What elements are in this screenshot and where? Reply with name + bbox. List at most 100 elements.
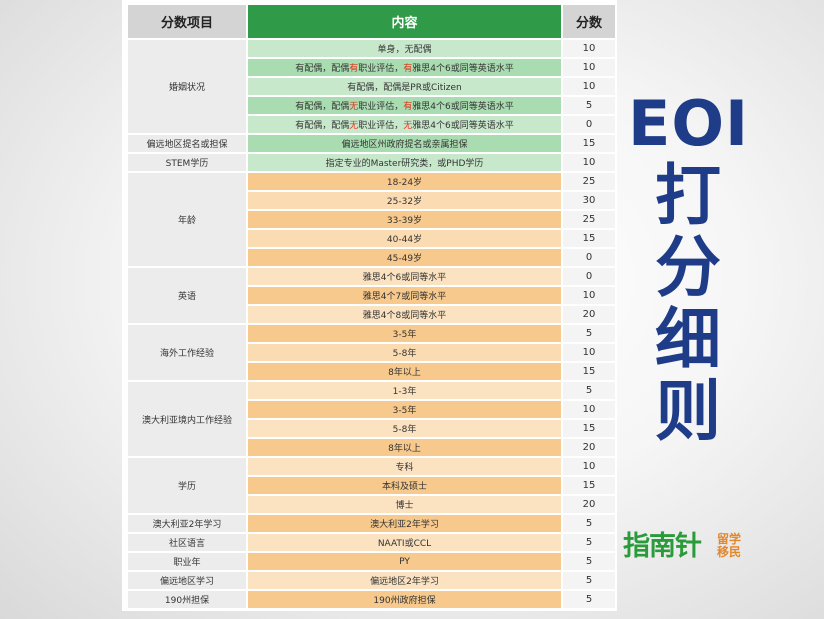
score-cell: 10 xyxy=(563,40,615,57)
content-cell: 有配偶，配偶是PR或Citizen xyxy=(248,78,561,95)
content-text: 33-39岁 xyxy=(386,216,423,226)
content-cell: 澳大利亚2年学习 xyxy=(248,515,561,532)
category-cell: 澳大利亚2年学习 xyxy=(128,515,246,532)
content-text: 有配偶，配偶 xyxy=(295,121,350,131)
table-row: 8年以上 15 xyxy=(128,363,615,380)
content-text: 专科 xyxy=(395,463,414,473)
content-cell: 雅思4个6或同等水平 xyxy=(248,268,561,285)
content-cell: 雅思4个8或同等水平 xyxy=(248,306,561,323)
content-text: 本科及硕士 xyxy=(381,482,427,492)
table-row: 职业年 PY 5 xyxy=(128,553,615,570)
table-row: 海外工作经验 3-5年 5 xyxy=(128,325,615,380)
table-row: 有配偶，配偶是PR或Citizen 10 xyxy=(128,78,615,95)
header-score: 分数 xyxy=(563,5,615,38)
score-cell: 0 xyxy=(563,249,615,266)
content-text: 有配偶，配偶 xyxy=(295,64,350,74)
highlight-text: 无 xyxy=(403,121,413,131)
table-row: 偏远地区学习 偏远地区2年学习 5 xyxy=(128,572,615,589)
content-cell: 单身，无配偶 xyxy=(248,40,561,57)
content-cell: 40-44岁 xyxy=(248,230,561,247)
table-row: 40-44岁 15 xyxy=(128,230,615,247)
table-row: 25-32岁 30 xyxy=(128,192,615,209)
content-text: 偏远地区2年学习 xyxy=(370,577,439,587)
score-cell: 30 xyxy=(563,192,615,209)
table-row: 雅思4个7或同等水平 10 xyxy=(128,287,615,304)
table-row: 本科及硕士 15 xyxy=(128,477,615,494)
content-text: PY xyxy=(399,556,410,567)
table-row: 5-8年 10 xyxy=(128,344,615,361)
content-text: NAATI或CCL xyxy=(377,539,432,549)
content-text: 职业评估， xyxy=(358,102,404,112)
content-text: 雅思4个8或同等水平 xyxy=(362,311,447,321)
score-cell: 10 xyxy=(563,59,615,76)
category-cell: 澳大利亚境内工作经验 xyxy=(128,382,246,456)
score-cell: 10 xyxy=(563,458,615,475)
table-row: 3-5年 10 xyxy=(128,401,615,418)
category-cell: 190州担保 xyxy=(128,591,246,608)
score-cell: 15 xyxy=(563,363,615,380)
content-text: 职业评估， xyxy=(358,64,404,74)
table-row: 45-49岁 0 xyxy=(128,249,615,266)
content-cell: 雅思4个7或同等水平 xyxy=(248,287,561,304)
score-cell: 5 xyxy=(563,572,615,589)
table-row: 澳大利亚2年学习 澳大利亚2年学习 5 xyxy=(128,515,615,532)
score-cell: 0 xyxy=(563,268,615,285)
table-row: 澳大利亚境内工作经验 1-3年 5 xyxy=(128,382,615,456)
score-cell: 15 xyxy=(563,230,615,247)
logo-main-text: 指南针 xyxy=(623,531,702,562)
score-cell: 10 xyxy=(563,401,615,418)
score-cell: 5 xyxy=(563,97,615,114)
table-header-row: 分数项目 内容 分数 xyxy=(128,5,615,38)
content-cell: 33-39岁 xyxy=(248,211,561,228)
slide-title: EOI 打 分 细 则 xyxy=(628,88,748,448)
score-cell: 5 xyxy=(563,325,615,342)
score-cell: 15 xyxy=(563,420,615,437)
content-cell: 8年以上 xyxy=(248,363,561,380)
title-char: 则 xyxy=(655,373,721,450)
content-text: 8年以上 xyxy=(388,444,421,454)
content-text: 雅思4个6或同等水平 xyxy=(362,273,447,283)
logo-side-text: 留学 移民 xyxy=(717,533,747,559)
table-row: 33-39岁 25 xyxy=(128,211,615,228)
content-cell: 8年以上 xyxy=(248,439,561,456)
content-cell: 18-24岁 xyxy=(248,173,561,190)
table-row: 学历 专科 10 xyxy=(128,458,615,513)
content-cell: 5-8年 xyxy=(248,344,561,361)
category-cell: 社区语言 xyxy=(128,534,246,551)
category-cell: 年龄 xyxy=(128,173,246,266)
highlight-text: 无 xyxy=(349,102,359,112)
content-cell: 偏远地区2年学习 xyxy=(248,572,561,589)
table-row: 5-8年 15 xyxy=(128,420,615,437)
table-row: 社区语言 NAATI或CCL 5 xyxy=(128,534,615,551)
table-row: 有配偶，配偶有职业评估，有雅思4个6或同等英语水平 10 xyxy=(128,59,615,76)
content-text: 雅思4个6或同等英语水平 xyxy=(412,102,514,112)
title-char: 分 xyxy=(655,229,721,306)
table-row: 有配偶，配偶无职业评估，有雅思4个6或同等英语水平 5 xyxy=(128,97,615,114)
content-text: 雅思4个6或同等英语水平 xyxy=(412,121,514,131)
content-cell: NAATI或CCL xyxy=(248,534,561,551)
content-cell: 博士 xyxy=(248,496,561,513)
content-cell: 190州政府担保 xyxy=(248,591,561,608)
table-row: STEM学历 指定专业的Master研究类，或PHD学历 10 xyxy=(128,154,615,171)
table-row: 偏远地区提名或担保 偏远地区州政府提名或亲属担保 15 xyxy=(128,135,615,152)
content-text: 5-8年 xyxy=(392,425,417,435)
content-cell: 3-5年 xyxy=(248,325,561,342)
scoring-table-card: 分数项目 内容 分数 婚姻状况 单身，无配偶 10 有配偶，配偶有职业评估，有雅思4个… xyxy=(122,0,617,611)
content-text: 3-5年 xyxy=(392,330,417,340)
table-row: 有配偶，配偶无职业评估，无雅思4个6或同等英语水平 0 xyxy=(128,116,615,133)
content-text: 5-8年 xyxy=(392,349,417,359)
table-row: 8年以上 20 xyxy=(128,439,615,456)
logo-side-bottom: 移民 xyxy=(717,545,742,559)
score-cell: 20 xyxy=(563,306,615,323)
table-row: 英语 雅思4个6或同等水平 0 xyxy=(128,268,615,323)
content-cell: 25-32岁 xyxy=(248,192,561,209)
category-cell: 海外工作经验 xyxy=(128,325,246,380)
score-cell: 5 xyxy=(563,382,615,399)
content-text: 雅思4个7或同等水平 xyxy=(362,292,447,302)
content-text: 25-32岁 xyxy=(386,197,423,207)
score-cell: 5 xyxy=(563,534,615,551)
content-cell: 5-8年 xyxy=(248,420,561,437)
content-cell: 45-49岁 xyxy=(248,249,561,266)
content-text: 45-49岁 xyxy=(386,254,423,264)
content-cell: PY xyxy=(248,553,561,570)
